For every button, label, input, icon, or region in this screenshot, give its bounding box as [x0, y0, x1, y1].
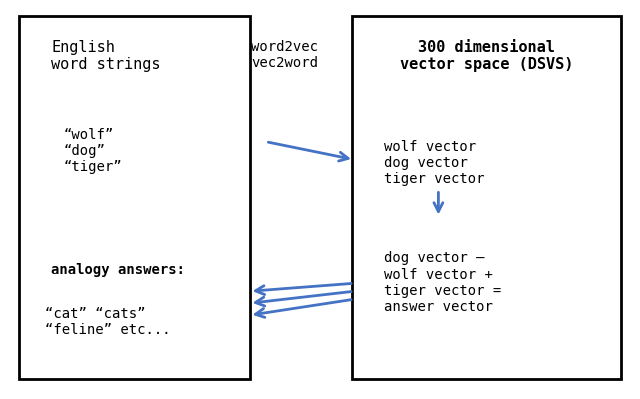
Bar — [19, 16, 250, 379]
Text: dog vector –
wolf vector +
tiger vector =
answer vector: dog vector – wolf vector + tiger vector … — [384, 251, 501, 314]
Text: English
word strings: English word strings — [51, 40, 161, 72]
Text: “wolf”
“dog”
“tiger”: “wolf” “dog” “tiger” — [64, 128, 123, 174]
Text: wolf vector
dog vector
tiger vector: wolf vector dog vector tiger vector — [384, 140, 484, 186]
Bar — [352, 16, 621, 379]
Text: “cat” “cats”
“feline” etc...: “cat” “cats” “feline” etc... — [45, 307, 170, 338]
Text: 300 dimensional
vector space (DSVS): 300 dimensional vector space (DSVS) — [400, 40, 573, 72]
Text: word2vec
vec2word: word2vec vec2word — [252, 40, 318, 70]
Text: analogy answers:: analogy answers: — [51, 263, 185, 277]
